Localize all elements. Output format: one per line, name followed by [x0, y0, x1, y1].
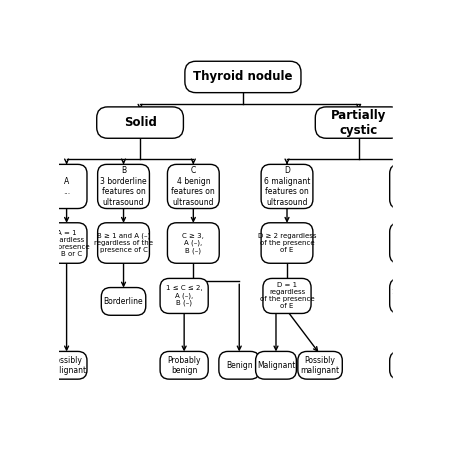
Text: 1 ≤ E ≤ ...
and D (–): 1 ≤ E ≤ ... and D (–): [392, 289, 428, 303]
Text: D
6 malignant
features on
ultrasound: D 6 malignant features on ultrasound: [264, 166, 310, 207]
FancyBboxPatch shape: [160, 351, 208, 379]
Bar: [22, 57, 47, 422]
Text: ...: ...: [407, 240, 413, 246]
FancyBboxPatch shape: [255, 351, 296, 379]
FancyBboxPatch shape: [46, 223, 87, 263]
Text: Borderline: Borderline: [104, 297, 143, 306]
FancyBboxPatch shape: [98, 164, 149, 209]
Text: D = 1
regardless
of the presence
of E: D = 1 regardless of the presence of E: [260, 283, 314, 310]
FancyBboxPatch shape: [390, 351, 430, 379]
FancyBboxPatch shape: [219, 351, 260, 379]
FancyBboxPatch shape: [97, 107, 183, 138]
FancyBboxPatch shape: [390, 223, 430, 263]
Text: B ≥ 1 and A (–)
regardless of the
presence of C: B ≥ 1 and A (–) regardless of the presen…: [94, 233, 153, 253]
FancyBboxPatch shape: [46, 164, 87, 209]
FancyBboxPatch shape: [315, 107, 402, 138]
Text: B
3 borderline
features on
ultrasound: B 3 borderline features on ultrasound: [100, 166, 147, 207]
FancyBboxPatch shape: [263, 278, 311, 313]
Text: Probably
benign: Probably benign: [393, 356, 427, 375]
Text: C
4 benign
features on
ultrasound: C 4 benign features on ultrasound: [172, 166, 215, 207]
Text: Partially
cystic: Partially cystic: [331, 109, 386, 137]
FancyBboxPatch shape: [261, 223, 313, 263]
FancyBboxPatch shape: [101, 288, 146, 315]
Bar: [393, 57, 466, 422]
Text: Solid: Solid: [124, 116, 156, 129]
Text: C ≥ 3,
A (–),
B (–): C ≥ 3, A (–), B (–): [182, 233, 204, 254]
FancyBboxPatch shape: [167, 223, 219, 263]
FancyBboxPatch shape: [390, 278, 430, 313]
FancyBboxPatch shape: [390, 164, 430, 209]
FancyBboxPatch shape: [298, 351, 342, 379]
Text: 1 ≤ C ≤ 2,
A (–),
B (–): 1 ≤ C ≤ 2, A (–), B (–): [166, 285, 202, 307]
FancyBboxPatch shape: [46, 351, 87, 379]
Text: Possibly
malignant: Possibly malignant: [47, 356, 86, 375]
Text: Possibly
malignant: Possibly malignant: [301, 356, 340, 375]
Text: E
...: E ...: [407, 177, 414, 196]
Text: Malignant: Malignant: [257, 361, 295, 370]
Text: D ≥ 2 regardless
of the presence
of E: D ≥ 2 regardless of the presence of E: [258, 233, 316, 253]
Text: Probably
benign: Probably benign: [167, 356, 201, 375]
FancyBboxPatch shape: [185, 61, 301, 92]
FancyBboxPatch shape: [98, 223, 149, 263]
FancyBboxPatch shape: [167, 164, 219, 209]
Text: Benign: Benign: [226, 361, 253, 370]
Text: A = 1
regardless
the presence
of B or C: A = 1 regardless the presence of B or C: [44, 229, 90, 256]
FancyBboxPatch shape: [160, 278, 208, 313]
Text: A
...: A ...: [63, 177, 70, 196]
Text: Thyroid nodule: Thyroid nodule: [193, 71, 292, 83]
FancyBboxPatch shape: [261, 164, 313, 209]
